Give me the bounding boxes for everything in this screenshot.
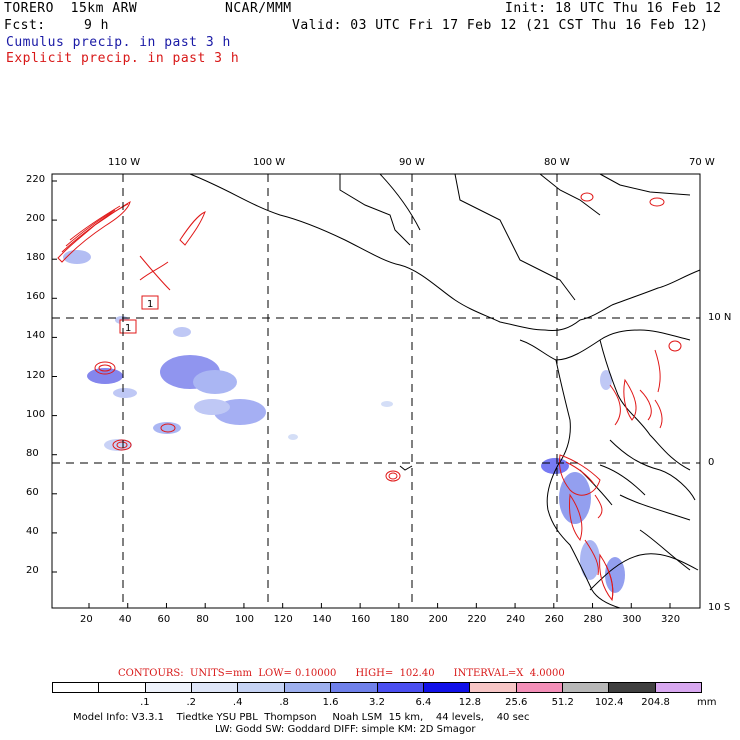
x-tick-label: 120 <box>273 614 293 625</box>
explicit-precip-contours <box>57 192 682 602</box>
x-tick-label: 80 <box>196 614 209 625</box>
map-frame <box>51 173 701 609</box>
colorbar-swatch <box>609 683 656 692</box>
lat-label-10s: 10 S <box>708 602 731 613</box>
y-tick-label: 180 <box>26 252 46 264</box>
y-tick-label: 140 <box>26 330 46 342</box>
colorbar-label: 204.8 <box>641 697 670 708</box>
coastlines <box>189 173 701 609</box>
x-tick-label: 160 <box>351 614 371 625</box>
model-physics: LW: Godd SW: Goddard DIFF: simple KM: 2D… <box>215 724 476 735</box>
x-tick-label: 20 <box>80 614 93 625</box>
colorbar-label: .8 <box>279 697 289 708</box>
colorbar-label: .2 <box>186 697 197 708</box>
valid-time: Valid: 03 UTC Fri 17 Feb 12 (21 CST Thu … <box>292 18 709 33</box>
colorbar <box>52 682 702 693</box>
x-tick-label: 280 <box>583 614 603 625</box>
x-tick-label: 60 <box>157 614 171 625</box>
colorbar-units: mm <box>697 697 717 708</box>
colorbar-swatch <box>53 683 100 692</box>
legend-cumulus: Cumulus precip. in past 3 h <box>6 35 231 50</box>
x-tick-label: 240 <box>506 614 526 625</box>
x-tick-label: 40 <box>118 614 132 625</box>
colorbar-swatch <box>99 683 146 692</box>
colorbar-label: 12.8 <box>458 697 481 708</box>
legend-explicit: Explicit precip. in past 3 h <box>6 51 240 66</box>
y-tick-label: 80 <box>26 447 39 459</box>
lon-label-100w: 100 W <box>253 157 286 168</box>
lat-label-10n: 10 N <box>708 312 732 323</box>
x-tick-label: 260 <box>544 614 564 625</box>
y-tick-label: 100 <box>26 408 46 420</box>
contour-label-1a: 1 <box>147 299 153 310</box>
x-tick-label: 100 <box>234 614 255 625</box>
x-tick-label: 220 <box>467 614 487 625</box>
colorbar-swatch <box>655 683 702 692</box>
y-tick-label: 20 <box>26 565 39 576</box>
colorbar-swatch <box>192 683 239 692</box>
init-time: Init: 18 UTC Thu 16 Feb 12 <box>505 1 722 16</box>
colorbar-label: 1.6 <box>322 697 339 708</box>
colorbar-swatch <box>377 683 424 692</box>
y-tick-label: 200 <box>26 213 46 225</box>
x-tick-label: 200 <box>428 614 448 625</box>
y-tick-label: 60 <box>26 486 39 498</box>
contour-label-1b: 1 <box>125 323 131 334</box>
colorbar-swatch <box>470 683 517 692</box>
x-tick-label: 180 <box>389 614 409 625</box>
colorbar-swatch <box>238 683 285 692</box>
y-tick-label: 40 <box>26 525 39 537</box>
x-tick-label: 320 <box>661 614 681 625</box>
colorbar-swatch <box>423 683 471 692</box>
organization: NCAR/MMM <box>225 1 292 16</box>
model-name: TORERO 15km ARW <box>4 1 138 16</box>
lon-label-90w: 90 W <box>399 157 425 168</box>
lat-lon-grid <box>52 174 700 608</box>
lon-label-110w: 110 W <box>108 157 141 168</box>
colorbar-swatch <box>331 683 378 692</box>
y-tick-label: 220 <box>26 174 46 185</box>
lon-label-80w: 80 W <box>544 157 570 168</box>
lat-label-0: 0 <box>708 457 715 468</box>
x-tick-label: 300 <box>622 614 642 625</box>
y-tick-label: 160 <box>26 291 46 303</box>
colorbar-label: 3.2 <box>369 697 385 708</box>
contour-label-boxes: 1 1 <box>119 295 159 334</box>
forecast-hours: 9 h <box>84 18 109 33</box>
colorbar-swatch <box>284 683 332 692</box>
axis-tick-marks <box>52 180 671 608</box>
colorbar-label: .1 <box>140 697 150 708</box>
colorbar-label: 51.2 <box>551 697 574 708</box>
x-tick-label: 140 <box>312 614 332 625</box>
contour-info: CONTOURS: UNITS=mm LOW= 0.10000 HIGH= 10… <box>118 668 565 679</box>
colorbar-label: .4 <box>232 697 243 708</box>
model-info: Model Info: V3.3.1 Tiedtke YSU PBL Thomp… <box>73 712 530 723</box>
colorbar-swatch <box>562 683 610 692</box>
lon-label-70w: 70 W <box>689 157 715 168</box>
colorbar-swatch <box>145 683 193 692</box>
colorbar-label: 102.4 <box>594 697 624 708</box>
y-tick-label: 120 <box>26 369 46 381</box>
colorbar-swatch <box>516 683 563 692</box>
colorbar-label: 6.4 <box>415 697 432 708</box>
colorbar-label: 25.6 <box>505 697 528 708</box>
forecast-label: Fcst: <box>4 18 46 33</box>
